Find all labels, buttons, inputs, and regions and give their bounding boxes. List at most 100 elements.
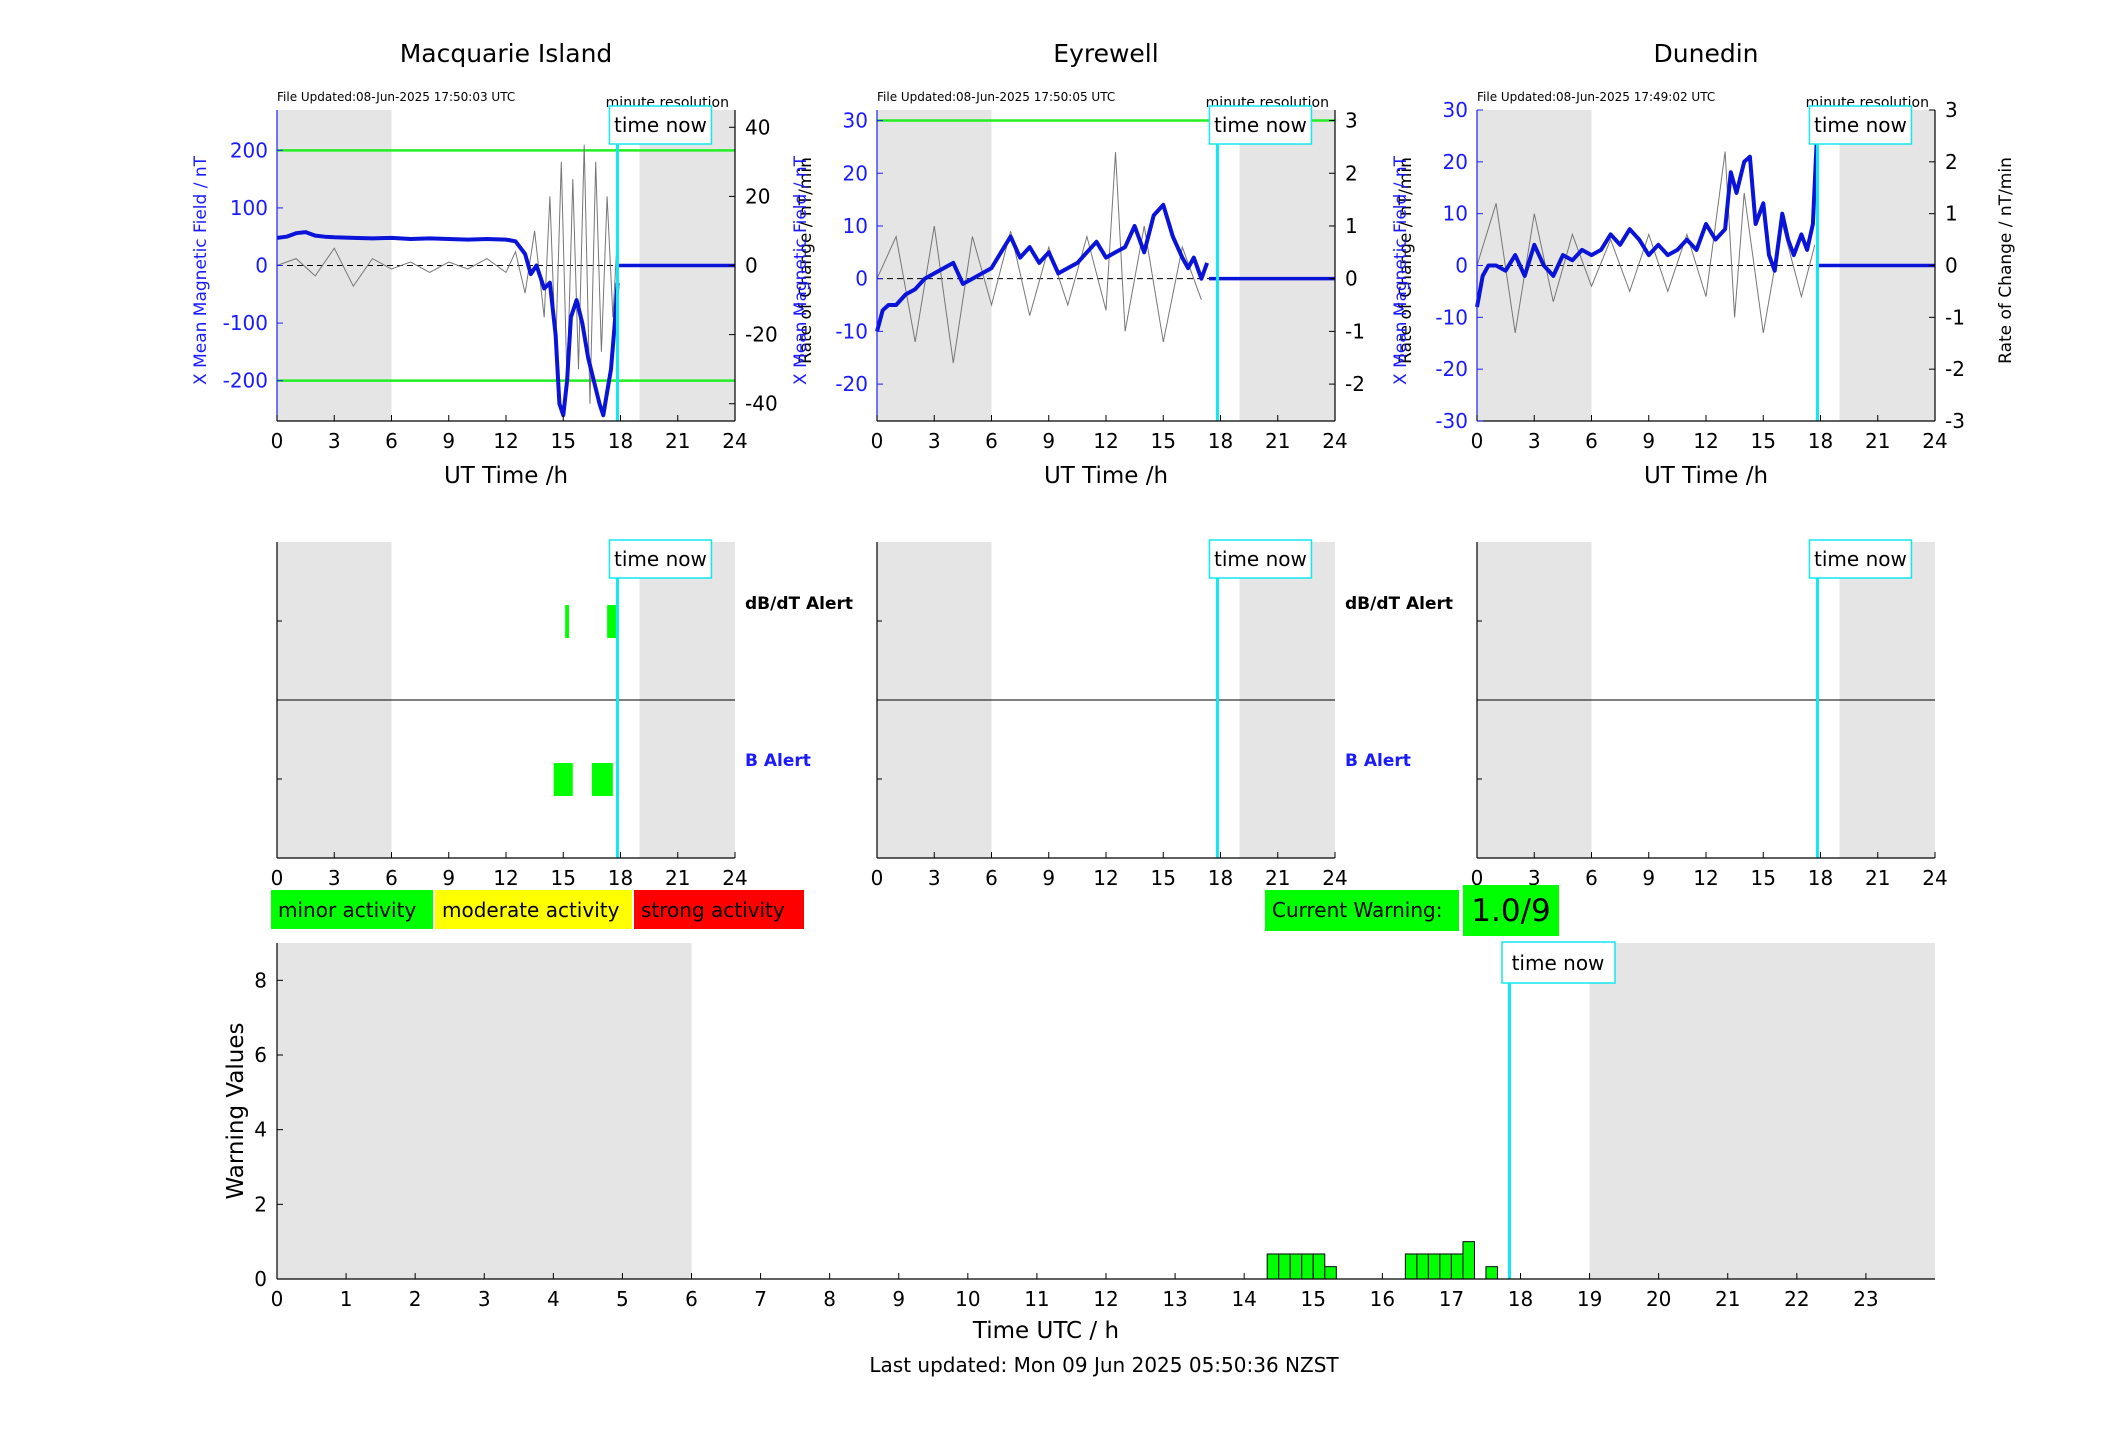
warning-x-tick-label: 15: [1301, 1287, 1326, 1311]
file-updated-label: File Updated:08-Jun-2025 17:50:05 UTC: [877, 90, 1115, 104]
x-tick-label: 12: [493, 866, 518, 890]
warning-bar: [1404, 1253, 1418, 1280]
dbdt-alert-label: dB/dT Alert: [745, 594, 853, 614]
x-tick-label: 6: [385, 866, 398, 890]
warning-x-tick-label: 4: [547, 1287, 560, 1311]
warning-x-tick-label: 0: [271, 1287, 284, 1311]
dbdt-alert-bar: [565, 605, 569, 638]
time-now-label: time now: [614, 547, 707, 571]
x-tick-label: 3: [328, 429, 341, 453]
legend-swatch: [271, 890, 433, 929]
station-panel: Macquarie Island File Updated:08-Jun-2025…: [191, 39, 853, 890]
left-tick-label: 0: [855, 267, 868, 291]
warning-bar: [1312, 1253, 1326, 1280]
x-tick-label: 12: [1693, 866, 1718, 890]
left-axis-label: X Mean Magnetic Field / nT: [1391, 155, 1411, 385]
x-tick-label: 0: [1471, 866, 1484, 890]
legend-label-0: minor activity: [278, 898, 416, 922]
legend-label-2: strong activity: [641, 898, 785, 922]
left-tick-label: 0: [1455, 254, 1468, 278]
warning-x-tick-label: 14: [1231, 1287, 1256, 1311]
rate-of-change-line: [1476, 151, 1816, 333]
rate-of-change-line: [876, 152, 1202, 364]
x-tick-label: 24: [1322, 866, 1347, 890]
warning-x-tick-label: 3: [478, 1287, 491, 1311]
station-panel: Eyrewell File Updated:08-Jun-2025 17:50:0…: [791, 39, 1453, 890]
right-tick-label: -40: [745, 392, 778, 416]
left-tick-label: 200: [230, 138, 268, 162]
time-now-box: [1808, 105, 1913, 145]
left-tick-label: 20: [843, 161, 868, 185]
night-shade: [877, 110, 992, 421]
b-alert-label: B Alert: [1345, 751, 1411, 771]
left-tick-label: 30: [1443, 98, 1468, 122]
left-axis-label: X Mean Magnetic Field / nT: [191, 155, 211, 385]
warning-x-tick-label: 11: [1024, 1287, 1049, 1311]
left-tick-label: -20: [835, 372, 868, 396]
right-tick-label: 0: [1945, 254, 1958, 278]
x-tick-label: 24: [1922, 429, 1947, 453]
station-title: Dunedin: [1654, 39, 1759, 68]
time-now-box: [1208, 539, 1313, 579]
left-tick-label: 20: [1443, 150, 1468, 174]
right-tick-label: 40: [745, 115, 770, 139]
warning-x-tick-label: 6: [685, 1287, 698, 1311]
warning-y-tick-label: 2: [254, 1192, 267, 1216]
time-now-box: [1208, 105, 1313, 145]
x-tick-label: 0: [871, 429, 884, 453]
x-tick-label: 3: [928, 429, 941, 453]
left-axis-label: X Mean Magnetic Field / nT: [791, 155, 811, 385]
file-updated-label: File Updated:08-Jun-2025 17:50:03 UTC: [277, 90, 515, 104]
warning-bar: [1289, 1253, 1303, 1280]
x-tick-label: 18: [1808, 866, 1833, 890]
right-tick-label: -2: [1345, 372, 1365, 396]
warning-y-tick-label: 8: [254, 968, 267, 992]
warning-x-tick-label: 7: [754, 1287, 767, 1311]
time-now-label: time now: [1214, 113, 1307, 137]
left-tick-label: 30: [843, 109, 868, 133]
time-now-box: [608, 105, 713, 145]
legend-swatch: [634, 890, 804, 929]
warning-x-tick-label: 21: [1715, 1287, 1740, 1311]
warning-x-tick-label: 19: [1577, 1287, 1602, 1311]
x-tick-label: 18: [1208, 866, 1233, 890]
x-tick-label: 21: [1865, 866, 1890, 890]
x-tick-label: 24: [1922, 866, 1947, 890]
warning-bar: [1266, 1253, 1280, 1280]
warning-bar: [1485, 1266, 1498, 1280]
time-now-box: [1808, 539, 1913, 579]
x-axis-label: UT Time /h: [1644, 463, 1768, 489]
x-tick-label: 6: [385, 429, 398, 453]
warning-x-tick-label: 8: [823, 1287, 836, 1311]
warning-x-tick-label: 18: [1508, 1287, 1533, 1311]
warning-bar: [1278, 1253, 1291, 1280]
x-tick-label: 12: [1093, 429, 1118, 453]
warning-bar: [1462, 1241, 1475, 1280]
right-tick-label: 3: [1945, 98, 1958, 122]
right-tick-label: 1: [1345, 214, 1358, 238]
x-tick-label: 9: [1042, 429, 1055, 453]
x-tick-label: 0: [271, 429, 284, 453]
x-tick-label: 15: [1151, 866, 1176, 890]
x-tick-label: 9: [442, 429, 455, 453]
x-axis-label: UT Time /h: [1044, 463, 1168, 489]
x-tick-label: 0: [871, 866, 884, 890]
right-tick-label: -1: [1945, 305, 1965, 329]
left-tick-label: 10: [843, 214, 868, 238]
x-tick-label: 3: [928, 866, 941, 890]
warning-x-tick-label: 10: [955, 1287, 980, 1311]
dbdt-alert-bar: [607, 605, 618, 638]
current-warning-value: 1.0/9: [1471, 893, 1550, 929]
night-shade: [277, 110, 392, 421]
current-warning-label: Current Warning:: [1272, 898, 1442, 922]
x-tick-label: 12: [493, 429, 518, 453]
warning-x-tick-label: 16: [1370, 1287, 1395, 1311]
left-tick-label: -100: [223, 311, 268, 335]
last-updated-label: Last updated: Mon 09 Jun 2025 05:50:36 N…: [869, 1353, 1339, 1377]
warning-x-tick-label: 22: [1784, 1287, 1809, 1311]
left-tick-label: 10: [1443, 202, 1468, 226]
right-tick-label: -2: [1945, 357, 1965, 381]
right-tick-label: 3: [1345, 109, 1358, 133]
